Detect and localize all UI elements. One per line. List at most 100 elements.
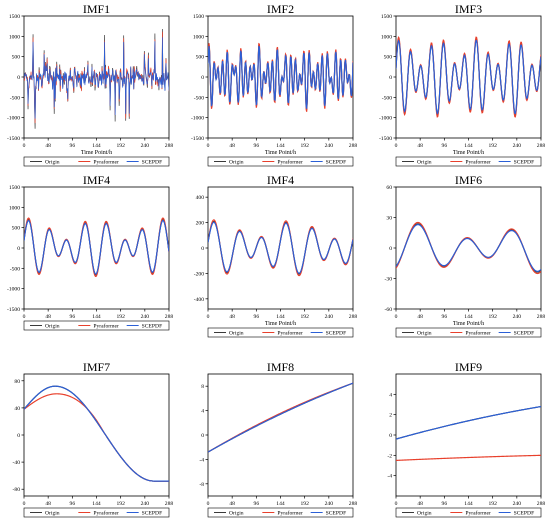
chart-panel-9: IMF9 0 48 96 144 192 240 288 -4 -2 0 2 4 Origin Pyrafo… xyxy=(387,360,546,518)
x-tick-label: 96 xyxy=(70,143,76,149)
plot-frame xyxy=(395,15,542,139)
series-pyraformer xyxy=(24,393,169,482)
x-tick-label: 96 xyxy=(442,314,448,320)
x-tick-label: 240 xyxy=(141,143,150,149)
y-tick-label: -1500 xyxy=(379,136,392,142)
x-tick-label: 0 xyxy=(395,314,398,320)
legend-label: Origin xyxy=(417,160,432,166)
legend-label: SCEPDF xyxy=(514,511,535,517)
legend-label: Pyraformer xyxy=(277,159,303,166)
x-tick-label: 144 xyxy=(92,143,101,149)
legend-label: SCEPDF xyxy=(514,331,535,337)
y-tick-label: 1000 xyxy=(9,34,20,40)
series-scepdf xyxy=(24,219,169,275)
legend: Origin Pyraformer SCEPDF xyxy=(207,327,354,338)
y-tick-label: -1000 xyxy=(191,116,204,122)
chart-panel-1: IMF1 0 48 96 144 192 240 288 -1500 -1000 -500 0 500 1… xyxy=(7,2,174,167)
x-tick-label: 144 xyxy=(276,314,285,320)
legend-label: Origin xyxy=(45,324,60,330)
x-tick-label: 192 xyxy=(488,314,497,320)
series-origin xyxy=(24,28,169,129)
x-tick-label: 0 xyxy=(23,501,26,507)
series-origin xyxy=(208,382,353,453)
plot-frame xyxy=(395,186,542,310)
x-tick-label: 48 xyxy=(417,143,423,149)
x-axis-label: Time Point/h xyxy=(265,321,296,327)
chart-title: IMF1 xyxy=(83,2,110,16)
x-tick-label: 288 xyxy=(165,143,174,149)
y-tick-label: 400 xyxy=(196,195,205,201)
chart-panel-2: IMF2 0 48 96 144 192 240 288 -1500 -1000 -500 0 500 1… xyxy=(191,2,358,167)
y-tick-label: 0 xyxy=(389,75,392,81)
y-tick-label: 0 xyxy=(201,75,204,81)
x-tick-label: 192 xyxy=(116,501,125,507)
legend-label: Pyraformer xyxy=(93,323,119,330)
x-tick-label: 144 xyxy=(464,314,473,320)
y-tick-label: -40 xyxy=(13,460,21,466)
series-pyraformer xyxy=(208,382,353,453)
legend: Origin Pyraformer SCEPDF xyxy=(23,507,170,518)
plot-frame xyxy=(23,373,170,497)
x-tick-label: 288 xyxy=(537,501,546,507)
x-axis-label: Time Point/h xyxy=(81,150,112,156)
chart-title: IMF4 xyxy=(267,173,294,187)
legend-label: SCEPDF xyxy=(142,324,163,330)
series-scepdf xyxy=(208,382,353,453)
y-tick-label: -30 xyxy=(385,277,393,283)
x-tick-label: 144 xyxy=(464,501,473,507)
x-tick-label: 48 xyxy=(45,314,51,320)
y-tick-label: -1500 xyxy=(191,136,204,142)
legend-label: Origin xyxy=(229,160,244,166)
y-tick-label: -1000 xyxy=(7,287,20,293)
x-tick-label: 288 xyxy=(349,143,358,149)
legend-label: SCEPDF xyxy=(326,331,347,337)
legend-label: Pyraformer xyxy=(93,510,119,517)
x-tick-label: 240 xyxy=(513,143,522,149)
x-tick-label: 0 xyxy=(23,314,26,320)
x-tick-label: 240 xyxy=(513,501,522,507)
y-tick-label: 1500 xyxy=(9,185,20,191)
legend-frame xyxy=(207,327,354,338)
series-scepdf xyxy=(396,39,541,115)
chart-title: IMF4 xyxy=(83,173,110,187)
chart-panel-5: IMF4 0 48 96 144 192 240 288 -400 -200 0 200 400 Time… xyxy=(194,173,357,338)
y-tick-label: -1500 xyxy=(7,136,20,142)
legend: Origin Pyraformer SCEPDF xyxy=(23,320,170,331)
series-origin xyxy=(24,385,169,482)
chart-title: IMF7 xyxy=(83,360,110,374)
y-tick-label: -200 xyxy=(194,271,204,277)
legend-label: Origin xyxy=(45,511,60,517)
legend-frame xyxy=(207,507,354,518)
chart-title: IMF3 xyxy=(455,2,482,16)
x-tick-label: 0 xyxy=(395,143,398,149)
chart-title: IMF2 xyxy=(267,2,294,16)
legend-frame xyxy=(395,327,542,338)
x-tick-label: 288 xyxy=(537,143,546,149)
y-tick-label: 0 xyxy=(17,246,20,252)
legend-label: Origin xyxy=(417,511,432,517)
y-tick-label: 1500 xyxy=(193,14,204,20)
x-tick-label: 192 xyxy=(488,501,497,507)
x-tick-label: 144 xyxy=(276,143,285,149)
x-tick-label: 192 xyxy=(116,314,125,320)
legend: Origin Pyraformer SCEPDF xyxy=(207,156,354,167)
plot-frame xyxy=(207,186,354,310)
y-tick-label: 30 xyxy=(386,216,392,222)
x-axis-label: Time Point/h xyxy=(453,150,484,156)
legend-label: Pyraformer xyxy=(277,330,303,337)
x-tick-label: 96 xyxy=(70,314,76,320)
legend-label: Pyraformer xyxy=(465,510,491,517)
series-scepdf xyxy=(24,385,169,482)
x-tick-label: 144 xyxy=(464,143,473,149)
y-tick-label: 0 xyxy=(389,433,392,439)
y-tick-label: 8 xyxy=(201,384,204,390)
legend: Origin Pyraformer SCEPDF xyxy=(395,507,542,518)
legend-frame xyxy=(395,156,542,167)
legend-label: SCEPDF xyxy=(326,511,347,517)
y-tick-label: 1000 xyxy=(9,205,20,211)
legend-frame xyxy=(207,156,354,167)
x-tick-label: 48 xyxy=(417,501,423,507)
y-tick-label: 0 xyxy=(389,246,392,252)
legend-label: Origin xyxy=(45,160,60,166)
